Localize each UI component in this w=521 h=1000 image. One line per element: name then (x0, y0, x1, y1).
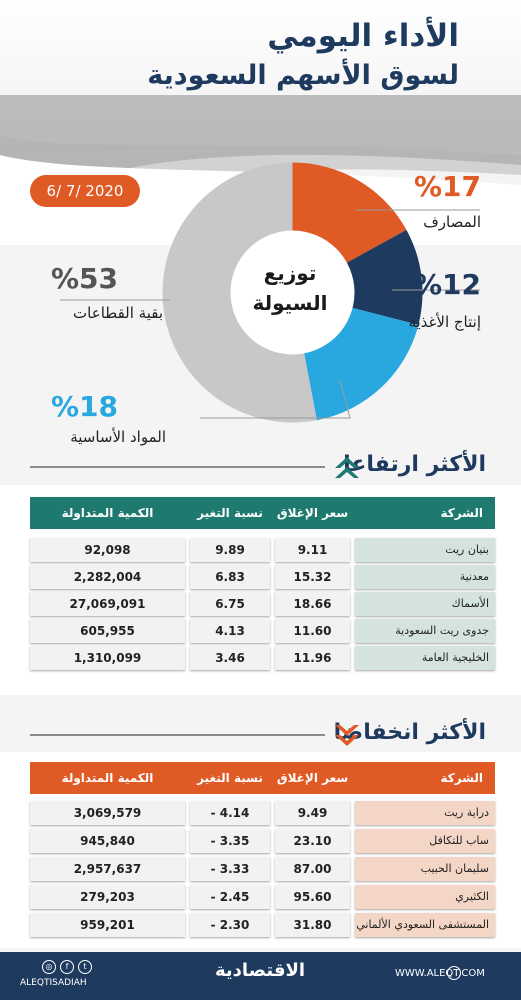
cell-name: الأسماك (355, 592, 495, 616)
cell-name: ساب للتكافل (355, 829, 495, 853)
gainers-panel: الكمية المتداولة نسبة التغير % سعر الإغلاق… (0, 485, 521, 695)
cell-volume: 279,203 (30, 885, 185, 909)
cell-close: 31.80 (275, 913, 350, 937)
date-badge: 6/ 7/ 2020 (30, 175, 140, 207)
cell-change: - 2.30 (190, 913, 270, 937)
food-production-percent: %12 (413, 268, 481, 301)
column-header-change: نسبة التغير % (197, 771, 263, 817)
other-sectors-percent: %53 (50, 262, 118, 295)
cell-name: بنيان ريت (355, 538, 495, 562)
cell-close: 15.32 (275, 565, 350, 589)
liquidity-donut-chart (162, 162, 423, 423)
donut-center-label: توزيع السيولة (230, 258, 350, 318)
column-header-close: سعر الإغلاق (276, 771, 349, 785)
table-row: 2,282,004 6.83 15.32 معدنية (30, 565, 495, 589)
facebook-icon[interactable]: f (60, 960, 74, 974)
cell-name: الخليجية العامة (355, 646, 495, 670)
double-chevron-down-icon (335, 725, 359, 746)
table-row: 3,069,579- 4.14 9.49 دراية ريت (30, 801, 495, 825)
banks-label: المصارف (423, 213, 481, 231)
cell-change: - 4.14 (190, 801, 270, 825)
footer-website[interactable]: WWW.ALEQT.COM (395, 968, 485, 979)
cell-close: 11.96 (275, 646, 350, 670)
footer-brand-logo: الاقتصادية (214, 960, 306, 981)
donut-slice-food-production (292, 229, 423, 325)
cell-change: 6.75 (190, 592, 270, 616)
footer-social-handle[interactable]: ALEQTISADIAH (20, 978, 87, 988)
table-row: 279,203- 2.45 95.60 الكثيري (30, 885, 495, 909)
table-row: 945,840- 3.35 23.10 ساب للتكافل (30, 829, 495, 853)
cell-change: 9.89 (190, 538, 270, 562)
cell-volume: 945,840 (30, 829, 185, 853)
cell-close: 87.00 (275, 857, 350, 881)
footer: الاقتصادية WWW.ALEQT.COM ◎ f t ALEQTISAD… (0, 952, 521, 1000)
cell-volume: 1,310,099 (30, 646, 185, 670)
cell-change: 6.83 (190, 565, 270, 589)
cell-close: 9.11 (275, 538, 350, 562)
column-header-change: نسبة التغير % (197, 506, 263, 552)
gainers-title-line (30, 466, 325, 468)
cell-close: 11.60 (275, 619, 350, 643)
cell-volume: 605,955 (30, 619, 185, 643)
cell-volume: 92,098 (30, 538, 185, 562)
column-header-name: الشركة (440, 771, 483, 785)
losers-panel: الكمية المتداولة نسبة التغير % سعر الإغلاق… (0, 752, 521, 948)
cell-name: المستشفى السعودي الألماني (355, 913, 495, 937)
banks-percent: %17 (413, 170, 481, 203)
cell-change: - 2.45 (190, 885, 270, 909)
table-row: 959,201- 2.30 31.80 المستشفى السعودي الألم… (30, 913, 495, 937)
gainers-title: الأكثر ارتفاعا (343, 452, 486, 477)
cell-close: 23.10 (275, 829, 350, 853)
table-row: 1,310,099 3.46 11.96 الخليجية العامة (30, 646, 495, 670)
cell-name: دراية ريت (355, 801, 495, 825)
cell-volume: 2,957,637 (30, 857, 185, 881)
cell-volume: 27,069,091 (30, 592, 185, 616)
leader-lines (60, 209, 480, 419)
table-row: 2,957,637- 3.33 87.00 سليمان الحبيب (30, 857, 495, 881)
cell-name: الكثيري (355, 885, 495, 909)
table-row: 92,098 9.89 9.11 بنيان ريت (30, 538, 495, 562)
donut-center-line2: السيولة (252, 291, 328, 315)
column-header-name: الشركة (440, 506, 483, 520)
cell-volume: 3,069,579 (30, 801, 185, 825)
instagram-icon[interactable]: ◎ (42, 960, 56, 974)
cell-name: سليمان الحبيب (355, 857, 495, 881)
page-subtitle: لسوق الأسهم السعودية (147, 60, 459, 91)
cell-close: 9.49 (275, 801, 350, 825)
food-production-label: إنتاج الأغذية (408, 313, 481, 331)
cell-volume: 959,201 (30, 913, 185, 937)
losers-title: الأكثر انخفاضا (333, 720, 486, 745)
losers-table-header: الكمية المتداولة نسبة التغير % سعر الإغلاق… (30, 762, 495, 817)
globe-icon (447, 966, 461, 980)
donut-center-line1: توزيع (263, 261, 317, 285)
losers-title-line (30, 734, 325, 736)
cell-change: - 3.35 (190, 829, 270, 853)
basic-materials-percent: %18 (50, 390, 118, 423)
gainers-table-header: الكمية المتداولة نسبة التغير % سعر الإغلاق… (30, 497, 495, 552)
column-header-volume: الكمية المتداولة (61, 771, 154, 785)
table-row: 605,955 4.13 11.60 جدوى ريت السعودية (30, 619, 495, 643)
table-row: 27,069,091 6.75 18.66 الأسماك (30, 592, 495, 616)
column-header-volume: الكمية المتداولة (61, 506, 154, 520)
double-chevron-up-icon (335, 457, 359, 478)
column-header-close: سعر الإغلاق (276, 506, 349, 520)
cell-volume: 2,282,004 (30, 565, 185, 589)
cell-close: 18.66 (275, 592, 350, 616)
cell-name: جدوى ريت السعودية (355, 619, 495, 643)
cell-change: 4.13 (190, 619, 270, 643)
cell-close: 95.60 (275, 885, 350, 909)
page-title: الأداء اليومي (267, 18, 459, 54)
other-sectors-label: بقية القطاعات (73, 304, 163, 322)
basic-materials-label: المواد الأساسية (70, 428, 166, 446)
twitter-icon[interactable]: t (78, 960, 92, 974)
cell-change: - 3.33 (190, 857, 270, 881)
cell-change: 3.46 (190, 646, 270, 670)
cell-name: معدنية (355, 565, 495, 589)
